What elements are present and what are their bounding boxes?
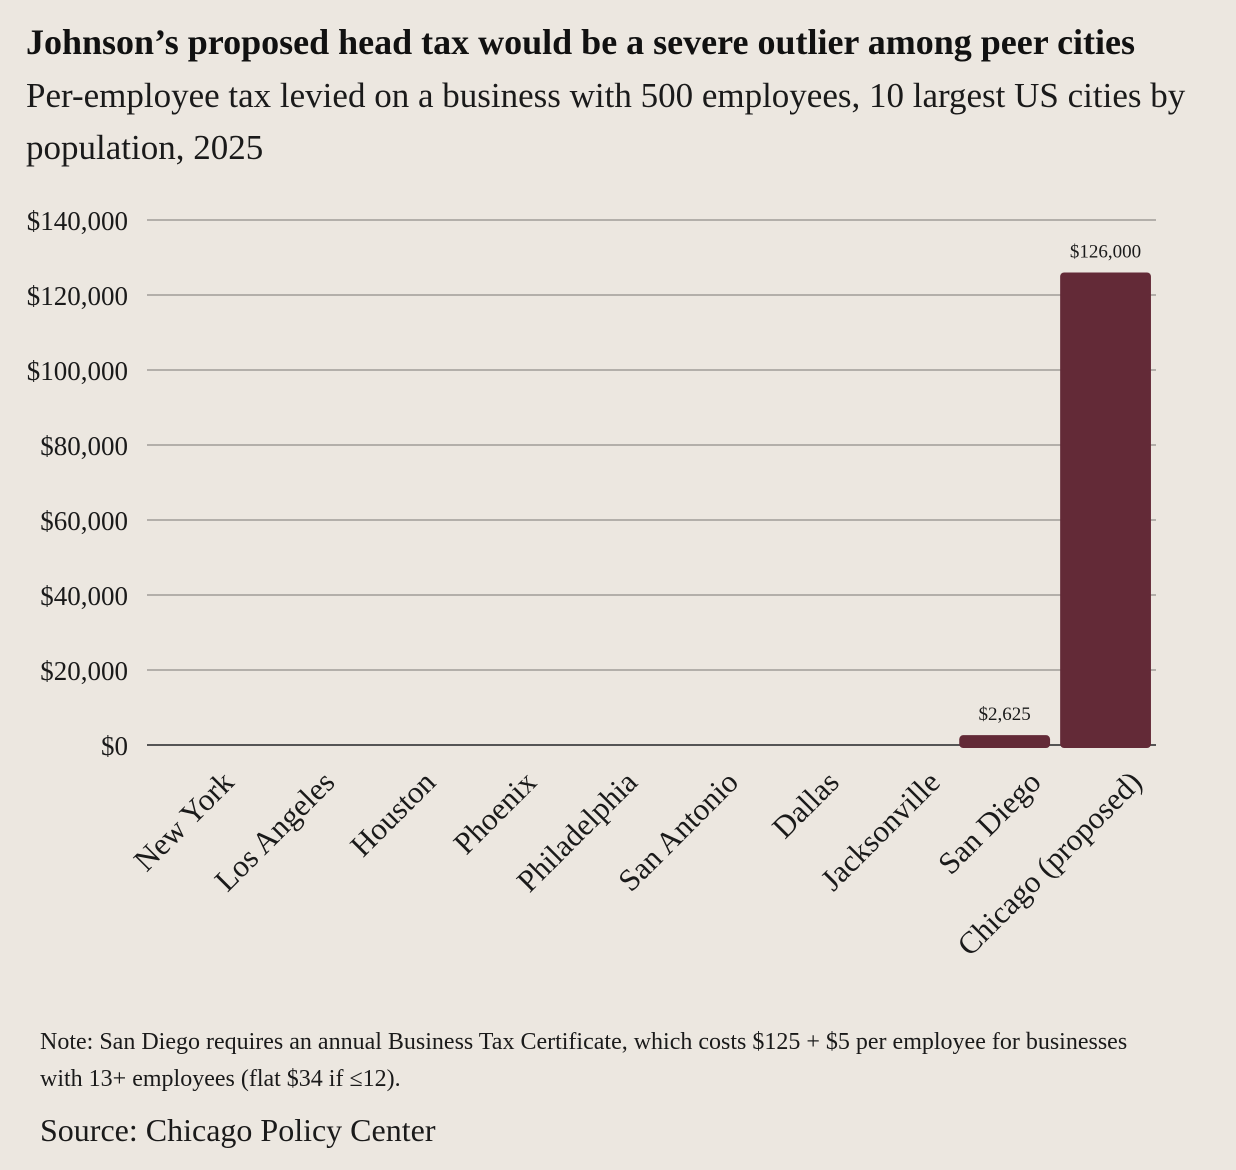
x-tick-label: Houston	[343, 764, 442, 863]
data-label: $2,625	[979, 704, 1031, 725]
data-label: $126,000	[1070, 242, 1141, 263]
y-tick-label: $0	[101, 731, 128, 761]
chart-subtitle: Per-employee tax levied on a business wi…	[26, 76, 1186, 167]
y-tick-label: $40,000	[40, 581, 128, 611]
chart-source: Source: Chicago Policy Center	[40, 1112, 436, 1148]
bars	[959, 272, 1151, 748]
chart-title: Johnson’s proposed head tax would be a s…	[26, 22, 1136, 62]
y-tick-label: $80,000	[40, 431, 128, 461]
x-tick-label: Chicago (proposed)	[950, 764, 1148, 962]
bar-chicago-proposed-	[1060, 272, 1151, 748]
y-tick-label: $120,000	[27, 281, 128, 311]
y-tick-label: $100,000	[27, 356, 128, 386]
bar-chart: $0 $20,000 $40,000 $60,000 $80,000 $100,000 $1…	[27, 206, 1156, 963]
y-tick-label: $60,000	[40, 506, 128, 536]
gridlines	[147, 219, 1156, 746]
y-axis-ticks: $0 $20,000 $40,000 $60,000 $80,000 $100,000 $1…	[27, 206, 128, 761]
y-tick-label: $20,000	[40, 656, 128, 686]
x-tick-label: Dallas	[765, 764, 846, 845]
y-tick-label: $140,000	[27, 206, 128, 236]
chart-note: Note: San Diego requires an annual Busin…	[40, 1029, 1128, 1092]
bar-san-diego	[959, 735, 1051, 748]
data-labels: $2,625 $126,000	[979, 242, 1142, 726]
x-tick-label: Phoenix	[446, 764, 543, 861]
